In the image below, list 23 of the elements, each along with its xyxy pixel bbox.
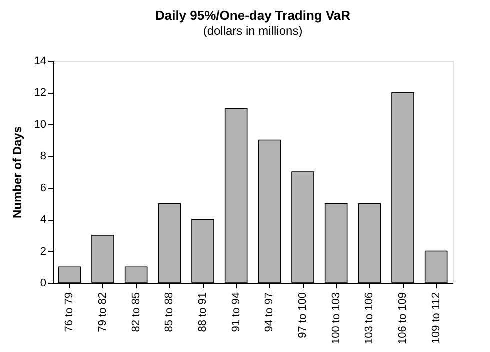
x-tick-label: 106 to 109 — [397, 292, 409, 344]
x-tick-label: 94 to 97 — [264, 292, 276, 332]
y-tick-label: 8 — [40, 150, 46, 163]
x-tick-label: 85 to 88 — [164, 292, 176, 332]
chart-title: Daily 95%/One-day Trading VaR — [155, 8, 352, 23]
x-tick-label: 100 to 103 — [330, 292, 342, 344]
y-tick-label: 10 — [34, 118, 46, 131]
y-tick-label: 12 — [34, 87, 46, 100]
y-axis-title: Number of Days — [10, 126, 24, 219]
x-tick-label: 79 to 82 — [97, 292, 109, 332]
x-tick-label: 97 to 100 — [297, 292, 309, 338]
x-tick-label: 76 to 79 — [64, 292, 76, 332]
chart-subtitle: (dollars in millions) — [203, 24, 303, 38]
x-tick-label: 109 to 112 — [430, 292, 442, 344]
x-tick-label: 88 to 91 — [197, 292, 209, 332]
y-tick-label: 6 — [40, 182, 46, 194]
y-tick-label: 0 — [40, 278, 46, 290]
x-tick-label: 103 to 106 — [364, 292, 376, 344]
y-tick-label: 14 — [34, 56, 46, 68]
y-tick-label: 2 — [40, 246, 46, 258]
y-tick-label: 4 — [40, 214, 46, 226]
x-tick-label: 91 to 94 — [230, 292, 242, 332]
x-tick-label: 82 to 85 — [130, 292, 142, 332]
